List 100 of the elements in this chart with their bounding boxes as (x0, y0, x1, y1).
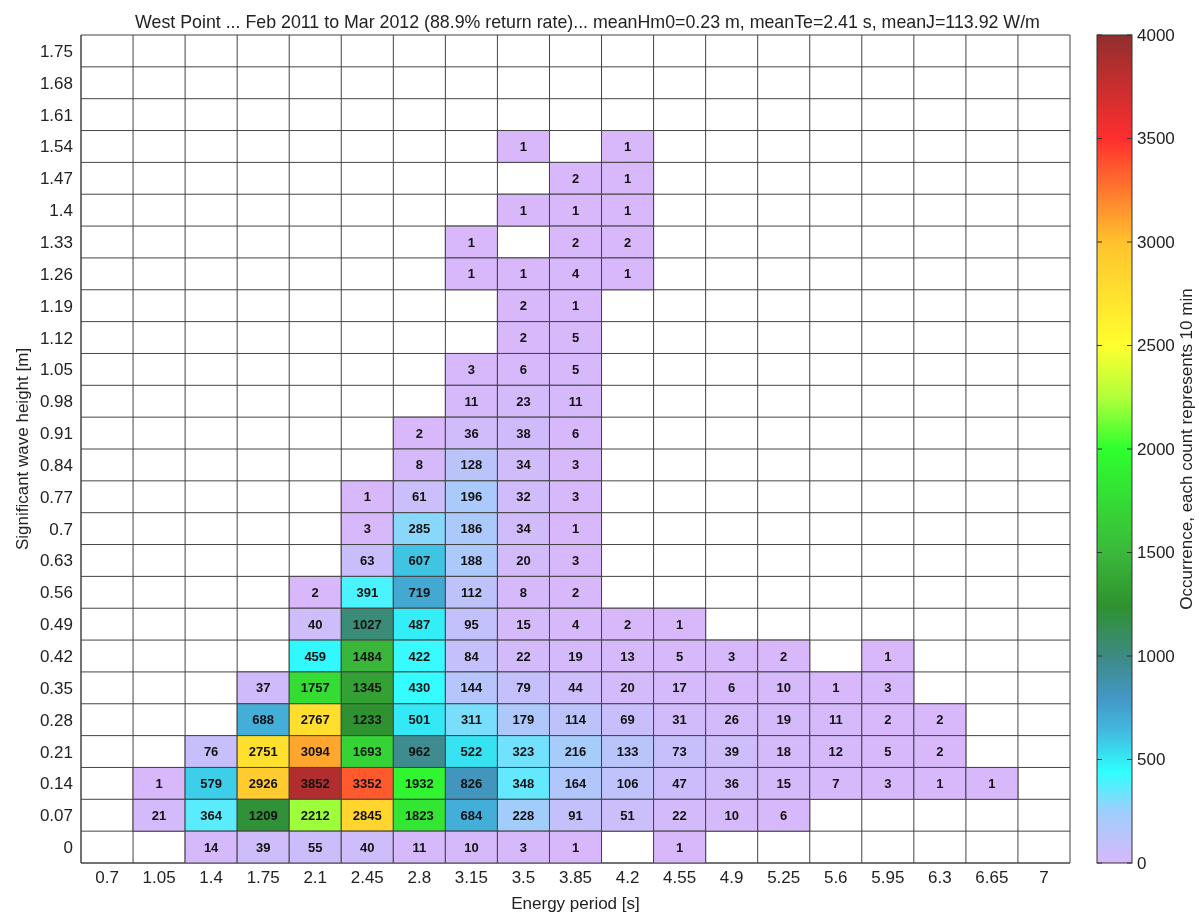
data-label: 6 (728, 680, 736, 696)
data-label: 684 (460, 807, 483, 823)
data-label: 186 (460, 521, 483, 537)
data-label: 34 (516, 521, 532, 537)
data-label: 826 (460, 775, 483, 791)
data-label: 144 (460, 680, 483, 696)
data-label: 1 (884, 648, 892, 664)
y-tick-label: 0.49 (39, 615, 73, 635)
data-label: 216 (564, 744, 587, 760)
data-label: 2 (519, 298, 528, 314)
x-tick-label: 0.7 (95, 868, 119, 888)
data-label: 1 (519, 266, 528, 282)
data-label: 18 (776, 744, 791, 760)
y-tick-label: 0.7 (49, 519, 73, 539)
data-label: 1 (571, 521, 580, 537)
data-label: 22 (516, 648, 531, 664)
data-label: 133 (616, 744, 639, 760)
data-label: 3352 (352, 775, 382, 791)
data-label: 10 (776, 680, 791, 696)
x-tick-label: 2.8 (407, 868, 432, 888)
data-label: 323 (512, 744, 535, 760)
data-label: 1484 (352, 648, 383, 664)
data-label: 5 (571, 361, 580, 377)
data-label: 1 (571, 839, 580, 855)
x-tick-label: 6.65 (975, 868, 1009, 888)
x-tick-label: 3.85 (558, 868, 593, 888)
data-label: 188 (460, 552, 483, 568)
data-label: 3 (467, 361, 476, 377)
data-label: 459 (304, 648, 327, 664)
x-tick-label: 3.5 (511, 868, 536, 888)
data-label: 196 (460, 489, 483, 505)
data-label: 1 (519, 138, 528, 154)
color-bar-label: 3000 (1137, 232, 1175, 252)
data-label: 348 (512, 775, 535, 791)
y-tick-label: 0.63 (39, 551, 73, 571)
data-label: 76 (203, 744, 219, 760)
y-tick-label: 1.75 (39, 41, 73, 61)
color-bar-title: Occurrence, each count represents 10 min (1176, 288, 1196, 610)
y-tick-label: 1.19 (39, 296, 73, 316)
data-label: 51 (620, 807, 635, 823)
data-label: 2 (571, 584, 580, 600)
data-label: 3 (884, 775, 892, 791)
data-label: 2845 (352, 807, 382, 823)
data-label: 84 (464, 648, 480, 664)
data-label: 128 (460, 457, 483, 473)
data-label: 391 (356, 584, 379, 600)
y-tick-label: 0.98 (39, 392, 73, 412)
data-label: 1 (467, 234, 476, 250)
x-tick-label: 1.05 (142, 868, 176, 888)
y-tick-label: 0.84 (39, 455, 73, 475)
data-label: 522 (460, 744, 483, 760)
data-label: 2767 (300, 712, 330, 728)
y-tick-label: 1.05 (39, 360, 73, 380)
data-label: 12 (828, 744, 843, 760)
y-tick-label: 0.56 (39, 583, 73, 603)
data-label: 179 (512, 712, 535, 728)
y-tick-label: 0.07 (39, 806, 73, 826)
y-tick-label: 0.21 (39, 742, 73, 762)
data-label: 26 (724, 712, 739, 728)
data-label: 962 (408, 744, 431, 760)
x-axis-title: Energy period [s] (511, 894, 640, 913)
data-label: 1 (623, 202, 632, 218)
data-label: 285 (408, 521, 431, 537)
data-label: 2 (623, 234, 632, 250)
data-label: 3 (884, 680, 892, 696)
data-label: 228 (512, 807, 535, 823)
data-label: 2 (415, 425, 423, 441)
x-tick-label: 2.45 (350, 868, 384, 888)
data-label: 1 (571, 298, 580, 314)
data-label: 3 (571, 457, 580, 473)
data-label: 2 (571, 234, 580, 250)
data-label: 1757 (300, 680, 330, 696)
data-label: 3094 (300, 744, 331, 760)
data-label: 91 (568, 807, 583, 823)
y-tick-label: 0.35 (39, 678, 73, 698)
data-label: 11 (412, 839, 427, 855)
data-label: 2212 (300, 807, 330, 823)
data-label: 47 (672, 775, 687, 791)
data-label: 1 (155, 775, 163, 791)
data-label: 3 (728, 648, 736, 664)
x-tick-label: 4.9 (719, 868, 744, 888)
data-label: 607 (408, 552, 431, 568)
data-label: 164 (564, 775, 588, 791)
y-tick-label: 1.33 (39, 233, 73, 253)
y-tick-label: 1.61 (39, 105, 73, 125)
data-label: 1 (936, 775, 944, 791)
y-tick-label: 0 (63, 838, 73, 858)
data-label: 19 (776, 712, 791, 728)
y-tick-label: 0.77 (39, 487, 73, 507)
data-label: 15 (776, 775, 791, 791)
data-label: 719 (408, 584, 431, 600)
color-bar-label: 2500 (1137, 336, 1175, 355)
data-label: 422 (408, 648, 431, 664)
data-label: 311 (460, 712, 482, 728)
data-label: 23 (516, 393, 531, 409)
data-label: 14 (203, 839, 220, 855)
data-label: 8 (519, 584, 528, 600)
data-label: 11 (828, 712, 843, 728)
data-label: 11 (464, 393, 479, 409)
data-label: 40 (308, 616, 323, 632)
